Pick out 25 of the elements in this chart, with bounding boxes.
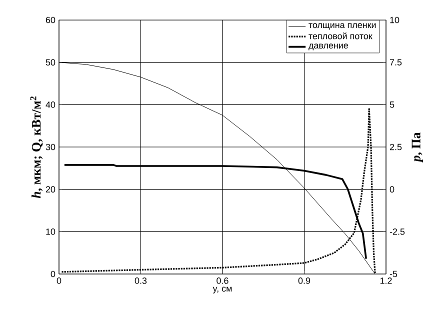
y2-tick-label: 5 [390,102,394,108]
y-tick-label: 30 [46,144,56,150]
y-tick-label: 10 [46,228,56,235]
y2-tick-label: 0 [390,186,394,193]
y-axis-title: h, мкм; Q, кВт/м$^{2}$ [30,96,43,198]
y-tick-label: 20 [46,186,56,193]
x-axis-title: y, см [212,286,232,294]
y2-tick-label: -5 [390,270,398,278]
y-tick-label: 0 [50,270,56,278]
y2-tick-label: 2.5 [390,144,402,150]
x-tick-label: 0 [56,278,62,284]
y-tick-label: 50 [46,59,56,66]
x-tick-label: 1.2 [380,278,392,284]
y2-axis-title: p, Па [412,132,424,163]
legend-label: толщина пленки [308,23,376,30]
y2-tick-label: 10 [390,16,400,24]
legend-label: давление [308,44,348,50]
x-tick-label: 0.3 [134,278,147,284]
x-tick-label: 0.9 [298,278,310,284]
y-tick-label: 60 [46,16,56,24]
y2-tick-label: 7.5 [390,59,402,66]
legend-label: тепловой поток [308,32,372,40]
y-tick-label: 40 [46,101,56,108]
x-tick-label: 0.6 [216,278,228,284]
y2-tick-label: -2.5 [390,228,405,235]
